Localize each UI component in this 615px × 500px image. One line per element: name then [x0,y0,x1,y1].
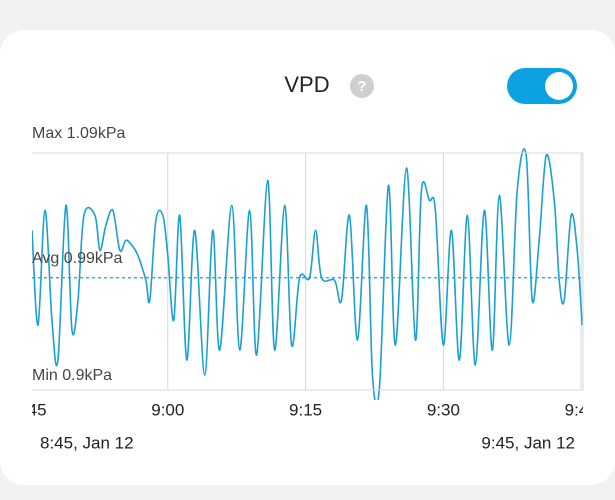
x-axis: 8:45 9:00 9:15 9:30 9:45 [13,400,598,419]
x-tick-label: 9:30 [427,400,460,419]
range-end: 9:45, Jan 12 [481,433,575,452]
help-icon[interactable] [350,74,374,98]
avg-label: Avg 0.99kPa [32,250,123,267]
x-tick-label: 9:15 [289,400,322,419]
card-background [0,30,615,485]
plot-area [32,148,583,400]
x-tick-label: 8:45 [13,400,46,419]
range-start: 8:45, Jan 12 [40,433,134,452]
max-label: Max 1.09kPa [32,125,125,142]
min-label: Min 0.9kPa [32,367,112,384]
toggle-switch[interactable] [507,68,577,104]
data-line [32,148,583,400]
help-icon-text[interactable]: ? [357,78,366,95]
x-tick-label: 9:45 [565,400,598,419]
x-tick-label: 9:00 [151,400,184,419]
toggle-knob[interactable] [545,72,573,100]
chart-title: VPD [284,72,329,97]
